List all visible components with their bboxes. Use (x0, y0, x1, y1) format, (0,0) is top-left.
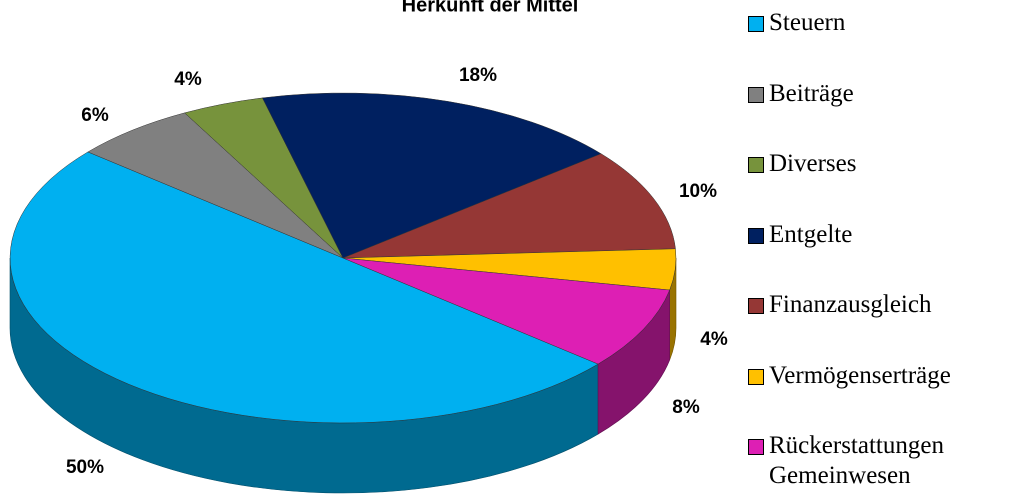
legend-item: Vermögenserträge (748, 361, 1010, 432)
legend-label: Vermögenserträge (769, 361, 951, 389)
legend-swatch (748, 157, 764, 173)
data-label: 4% (174, 69, 202, 90)
legend-label: Steuern (769, 9, 846, 36)
legend-item: Entgelte (748, 220, 1010, 291)
legend-item: Rückerstattungen Gemeinwesen (748, 431, 1010, 502)
legend-swatch (748, 368, 764, 385)
legend-label: Entgelte (769, 220, 853, 248)
legend-swatch (748, 227, 764, 244)
data-label: 50% (66, 457, 104, 478)
legend: Steuern Beiträge Diverses Entgelte Finanzaus… (748, 8, 1010, 502)
legend-swatch (748, 439, 764, 455)
legend-label: Beiträge (769, 79, 854, 107)
pie-slice (87, 112, 344, 259)
data-label: 6% (81, 105, 109, 126)
pie-slice (9, 151, 599, 424)
data-label: 18% (459, 65, 497, 86)
legend-label: Diverses (769, 150, 857, 177)
legend-swatch (748, 86, 764, 103)
legend-item: Steuern (748, 8, 1010, 79)
pie-slice (262, 92, 602, 259)
slice-tops (9, 92, 677, 424)
legend-label: Finanzausgleich (769, 291, 932, 318)
legend-item: Diverses (748, 149, 1010, 220)
legend-swatch (748, 16, 764, 32)
legend-item: Beiträge (748, 79, 1010, 150)
data-label: 8% (672, 397, 700, 418)
legend-item: Finanzausgleich (748, 290, 1010, 361)
chart-title: Herkunft der Mittel (402, 0, 579, 16)
pie-slice (342, 257, 671, 365)
legend-label: Rückerstattungen Gemeinwesen (769, 432, 944, 489)
legend-swatch (748, 298, 764, 314)
pie-slice (342, 153, 676, 259)
data-label: 10% (679, 181, 717, 202)
data-label: 4% (700, 329, 728, 350)
